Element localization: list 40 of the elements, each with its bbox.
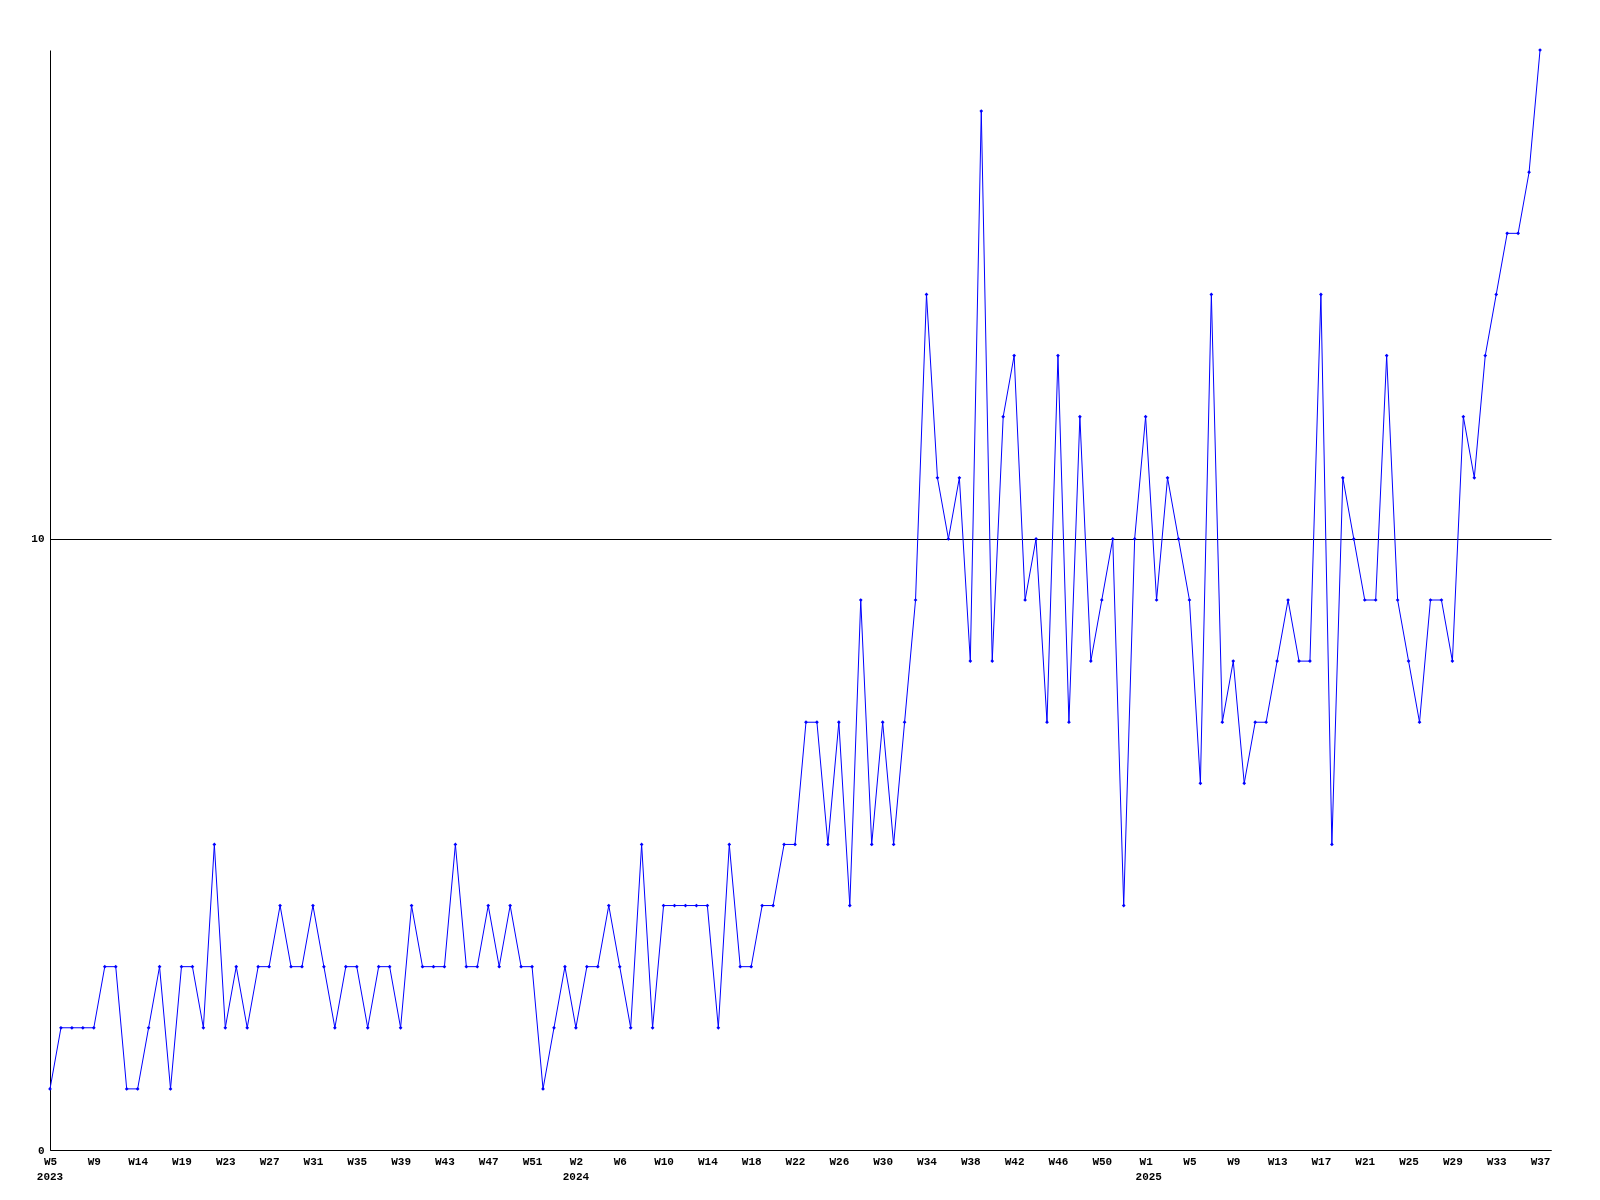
text: 2025	[1135, 1171, 1163, 1183]
x-tick-label: W13	[1267, 1155, 1288, 1168]
y-tick-label: 0	[37, 1144, 45, 1157]
x-tick-label: W9	[87, 1155, 101, 1168]
x-tick-label: W26	[829, 1155, 850, 1168]
x-tick-label: W29	[1442, 1155, 1463, 1168]
x-tick-label: W5	[1183, 1155, 1197, 1168]
x-tick-label: W37	[1530, 1155, 1551, 1168]
x-tick-label: W1	[1139, 1155, 1154, 1168]
x-tick-label: W14	[128, 1155, 149, 1168]
x-tick-label: W39	[391, 1155, 411, 1168]
x-tick-label: W51	[522, 1155, 543, 1168]
x-tick-label: W2	[569, 1155, 583, 1168]
x-tick-label: W22	[785, 1155, 806, 1168]
x-tick-label: W30	[873, 1155, 894, 1168]
x-tick-label: W21	[1355, 1155, 1376, 1168]
x-tick-label: W5	[43, 1155, 58, 1168]
x-tick-label: W19	[172, 1155, 192, 1168]
y-tick-label: 10	[31, 533, 45, 546]
x-tick-label: W33	[1486, 1155, 1508, 1168]
x-tick-label: W27	[259, 1155, 280, 1168]
x-tick-label: W42	[1004, 1155, 1025, 1168]
x-tick-label: W34	[917, 1155, 938, 1168]
x-tick-label: W6	[613, 1155, 627, 1168]
x-tick-label: W17	[1311, 1155, 1332, 1168]
x-tick-label: W9	[1227, 1155, 1241, 1168]
x-tick-label: W25	[1399, 1155, 1420, 1168]
x-tick-label: W23	[215, 1155, 237, 1168]
x-tick-label: W10	[654, 1155, 674, 1168]
x-tick-label: W18	[741, 1155, 762, 1168]
x-tick-label: W43	[435, 1155, 456, 1168]
x-tick-label: W35	[347, 1155, 368, 1168]
text: 2023	[36, 1171, 64, 1183]
x-tick-label: W50	[1092, 1155, 1113, 1168]
x-tick-label: W46	[1048, 1155, 1069, 1168]
text: 2024	[562, 1171, 590, 1183]
x-tick-label: W14	[697, 1155, 719, 1168]
x-tick-label: W31	[303, 1155, 324, 1168]
x-tick-label: W47	[478, 1155, 499, 1168]
x-tick-label: W38	[960, 1155, 982, 1168]
